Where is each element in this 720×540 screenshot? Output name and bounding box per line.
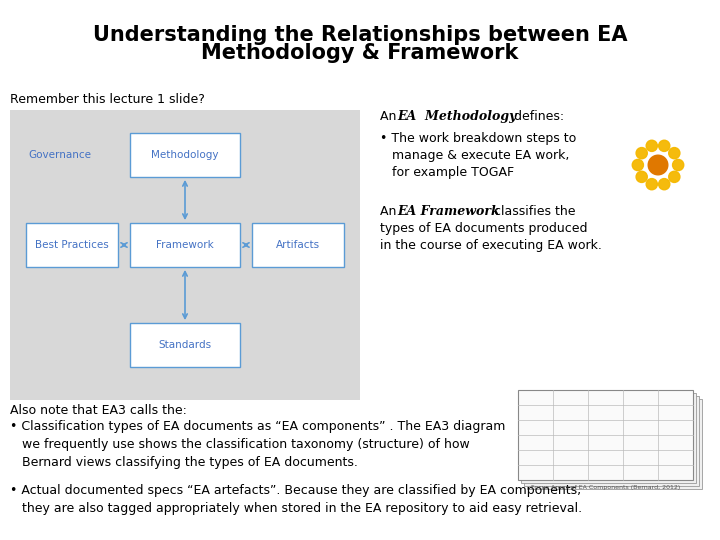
Text: • Classification types of EA documents as “EA components” . The EA3 diagram
   w: • Classification types of EA documents a… — [10, 420, 505, 469]
Circle shape — [646, 179, 657, 190]
Circle shape — [648, 155, 668, 175]
FancyBboxPatch shape — [524, 396, 699, 486]
FancyBboxPatch shape — [130, 323, 240, 367]
Circle shape — [646, 140, 657, 151]
Text: in the course of executing EA work.: in the course of executing EA work. — [380, 239, 602, 252]
FancyBboxPatch shape — [521, 393, 696, 483]
FancyBboxPatch shape — [527, 399, 702, 489]
FancyBboxPatch shape — [518, 390, 693, 480]
Text: An: An — [380, 110, 400, 123]
Text: classifies the: classifies the — [490, 205, 575, 218]
Circle shape — [636, 147, 647, 159]
Text: EA Framework: EA Framework — [397, 205, 500, 218]
Text: Focus Areas of EA Components (Bernard, 2012): Focus Areas of EA Components (Bernard, 2… — [531, 485, 680, 490]
Circle shape — [672, 159, 684, 171]
Circle shape — [659, 140, 670, 151]
Text: Standards: Standards — [158, 340, 212, 350]
Circle shape — [669, 147, 680, 159]
Text: Remember this lecture 1 slide?: Remember this lecture 1 slide? — [10, 93, 205, 106]
FancyBboxPatch shape — [10, 110, 360, 400]
Text: Methodology & Framework: Methodology & Framework — [202, 43, 518, 63]
FancyBboxPatch shape — [130, 223, 240, 267]
Text: defines:: defines: — [510, 110, 564, 123]
Circle shape — [636, 171, 647, 183]
FancyBboxPatch shape — [26, 223, 118, 267]
Text: An: An — [380, 205, 400, 218]
Text: Governance: Governance — [28, 150, 91, 160]
Text: Best Practices: Best Practices — [35, 240, 109, 250]
Circle shape — [632, 159, 644, 171]
Text: EA  Methodology: EA Methodology — [397, 110, 516, 123]
Text: Understanding the Relationships between EA: Understanding the Relationships between … — [93, 25, 627, 45]
Text: Methodology: Methodology — [151, 150, 219, 160]
Text: types of EA documents produced: types of EA documents produced — [380, 222, 588, 235]
Text: • Actual documented specs “EA artefacts”. Because they are classified by EA comp: • Actual documented specs “EA artefacts”… — [10, 484, 582, 515]
Circle shape — [669, 171, 680, 183]
Text: Framework: Framework — [156, 240, 214, 250]
FancyBboxPatch shape — [130, 133, 240, 177]
FancyBboxPatch shape — [252, 223, 344, 267]
Text: Also note that EA3 calls the:: Also note that EA3 calls the: — [10, 404, 187, 417]
Circle shape — [659, 179, 670, 190]
Text: Artifacts: Artifacts — [276, 240, 320, 250]
Text: • The work breakdown steps to
   manage & execute EA work,
   for example TOGAF: • The work breakdown steps to manage & e… — [380, 132, 576, 179]
